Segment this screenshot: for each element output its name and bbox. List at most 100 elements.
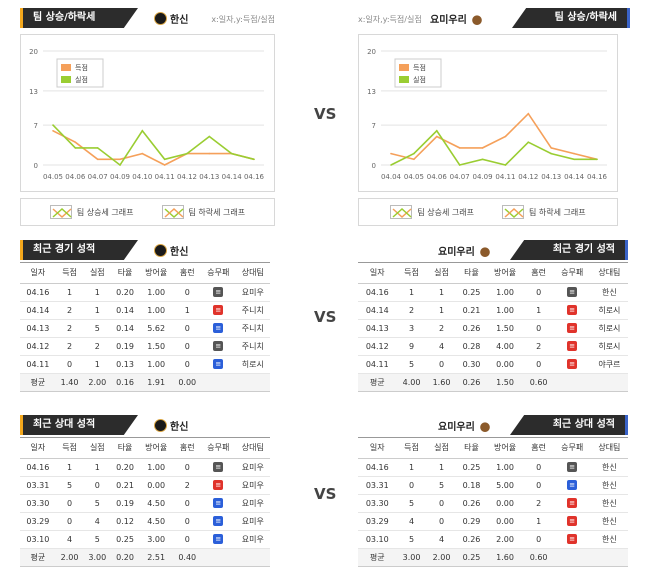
average-cell (590, 548, 628, 567)
table-cell: 0.00 (486, 355, 524, 374)
result-cell: ≡ (553, 355, 591, 374)
table-cell: 5 (83, 530, 112, 549)
left-recent-title: 최근 경기 성적 (20, 240, 138, 260)
y-tick-label: 20 (29, 48, 38, 56)
column-header: 득점 (396, 263, 427, 284)
table-cell: 0.28 (456, 337, 487, 356)
table-cell: 0 (55, 355, 84, 374)
vs-label-1: VS (314, 105, 337, 123)
table-cell: 0 (173, 494, 202, 513)
right-legend-up[interactable]: 팀 상승세 그래프 (390, 205, 474, 219)
table-cell: 1 (426, 301, 457, 320)
result-cell: ≡ (553, 476, 591, 495)
column-header: 승무패 (201, 263, 236, 284)
table-cell: 04.16 (358, 458, 397, 477)
table-cell: 야쿠르 (590, 355, 628, 374)
table-cell: 1.50 (486, 319, 524, 338)
legend-swatch (61, 64, 71, 71)
legend-label: 실점 (413, 75, 426, 84)
table-cell: 4 (396, 512, 427, 531)
average-row: 평균 4.00 1.60 0.26 1.50 0.60 (358, 373, 628, 392)
average-cell: 3.00 (396, 548, 427, 567)
result-cell: ≡ (201, 319, 236, 338)
loss-icon: ≡ (213, 480, 224, 490)
series-line-score (52, 130, 255, 166)
table-cell: 요미우 (235, 283, 270, 302)
average-cell: 0.26 (456, 373, 487, 392)
column-header: 득점 (55, 263, 84, 284)
table-cell: 0.29 (456, 512, 487, 531)
left-trend-title: 팀 상승/하락세 (20, 8, 138, 28)
result-cell: ≡ (201, 512, 236, 531)
average-cell: 1.60 (486, 548, 524, 567)
right-legend-down[interactable]: 팀 하락세 그래프 (502, 205, 586, 219)
data-point (74, 141, 77, 143)
left-recent-team-name: 한신 (170, 247, 189, 258)
y-tick-label: 13 (29, 88, 38, 96)
average-cell: 평균 (358, 548, 397, 567)
data-point (253, 158, 255, 161)
table-cell: 0.14 (111, 319, 139, 338)
left-team-label: 한신 (154, 11, 188, 26)
legend-swatch (399, 64, 409, 71)
average-cell: 1.50 (486, 373, 524, 392)
result-cell: ≡ (553, 283, 591, 302)
falling-chart-icon (502, 205, 524, 219)
table-cell: 0 (173, 458, 202, 477)
average-cell: 3.00 (83, 548, 112, 567)
table-cell: 03.29 (358, 512, 397, 531)
result-cell: ≡ (553, 301, 591, 320)
table-row: 04.16 1 1 0.25 1.00 0 ≡ 한신 (358, 283, 628, 302)
data-point (458, 147, 461, 149)
draw-icon: ≡ (567, 287, 578, 297)
table-cell: 히로시 (590, 337, 628, 356)
series-line-allowed (52, 124, 255, 167)
draw-icon: ≡ (213, 341, 224, 351)
column-header: 실점 (426, 263, 457, 284)
table-row: 04.11 0 1 0.13 1.00 0 ≡ 히로시 (20, 355, 270, 374)
table-cell: 0 (55, 512, 84, 531)
table-cell: 2 (83, 337, 112, 356)
table-cell: 5 (396, 355, 427, 374)
loss-icon: ≡ (567, 498, 578, 508)
table-cell: 03.10 (358, 530, 397, 549)
left-h2h-team-name: 한신 (170, 422, 189, 433)
x-tick-label: 04.13 (541, 173, 561, 181)
table-cell: 2.00 (486, 530, 524, 549)
table-row: 03.29 0 4 0.12 4.50 0 ≡ 요미우 (20, 512, 270, 531)
y-tick-label: 13 (367, 88, 376, 96)
average-cell: 1.60 (426, 373, 457, 392)
x-tick-label: 04.09 (110, 173, 130, 181)
table-cell: 0.21 (456, 301, 487, 320)
x-tick-label: 04.12 (518, 173, 538, 181)
average-cell (235, 548, 270, 567)
average-cell: 1.40 (55, 373, 84, 392)
data-point (74, 147, 77, 149)
right-h2h-team-name: 요미우리 (438, 422, 475, 433)
average-cell (201, 373, 236, 392)
column-header: 방어율 (486, 438, 524, 459)
column-header: 방어율 (138, 263, 174, 284)
table-cell: 0.25 (111, 530, 139, 549)
y-tick-label: 20 (367, 48, 376, 56)
left-legend-down[interactable]: 팀 하락세 그래프 (161, 205, 245, 219)
table-cell: 04.13 (358, 319, 397, 338)
average-row: 평균 2.00 3.00 0.20 2.51 0.40 (20, 548, 270, 567)
table-row: 04.12 2 2 0.19 1.50 0 ≡ 주니치 (20, 337, 270, 356)
table-cell: 1.00 (138, 301, 174, 320)
table-row: 04.13 3 2 0.26 1.50 0 ≡ 히로시 (358, 319, 628, 338)
legend-label: 실점 (75, 75, 88, 84)
table-row: 04.14 2 1 0.14 1.00 1 ≡ 주니치 (20, 301, 270, 320)
right-trend-title: 팀 상승/하락세 (512, 8, 630, 28)
table-cell: 0 (426, 355, 457, 374)
x-tick-label: 04.06 (427, 173, 448, 181)
data-point (163, 164, 166, 166)
falling-chart-icon (161, 205, 184, 219)
left-legend-up[interactable]: 팀 상승세 그래프 (49, 205, 134, 219)
table-cell: 1 (523, 512, 554, 531)
data-point (435, 130, 438, 132)
legend-swatch (399, 76, 409, 83)
draw-icon: ≡ (213, 287, 224, 297)
average-cell: 0.25 (456, 548, 487, 567)
column-header: 실점 (83, 263, 112, 284)
